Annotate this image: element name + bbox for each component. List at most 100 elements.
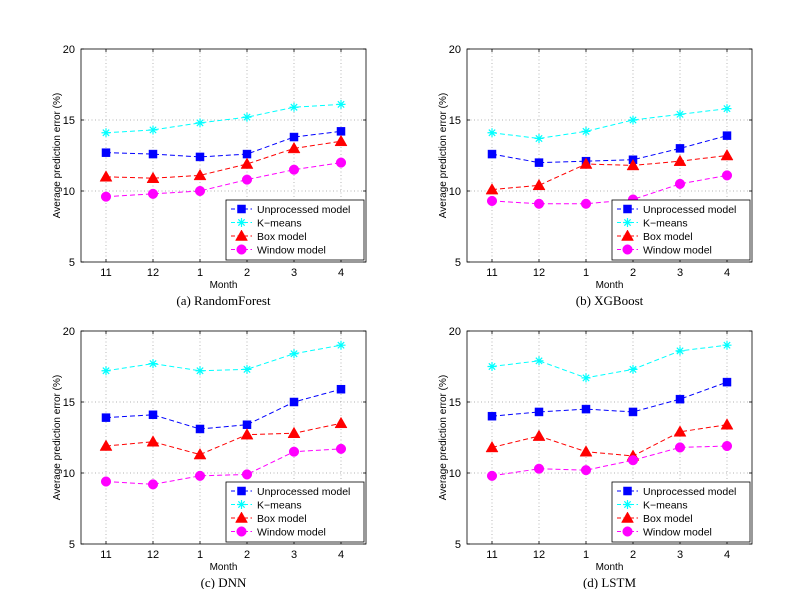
data-point	[101, 413, 111, 422]
data-point	[148, 149, 158, 159]
data-point	[195, 366, 205, 376]
data-point	[534, 407, 544, 417]
series-line	[491, 174, 728, 205]
legend-swatch-marker	[237, 486, 246, 496]
legend-entry: Window model	[257, 526, 326, 538]
x-tick-label: 2	[244, 267, 250, 279]
y-tick-label: 20	[449, 44, 461, 56]
y-tick-label: 15	[63, 397, 75, 409]
data-point	[289, 102, 299, 112]
data-point	[579, 445, 593, 457]
legend-swatch-marker	[622, 526, 633, 537]
data-point	[240, 428, 254, 440]
data-point	[674, 442, 686, 453]
data-point	[146, 171, 160, 183]
legend-entry: K−means	[643, 217, 688, 229]
data-point	[101, 366, 111, 376]
legend-swatch-marker	[236, 244, 247, 255]
x-tick-label: 1	[583, 549, 589, 561]
legend-entry: K−means	[257, 499, 302, 511]
data-point	[675, 109, 685, 119]
y-tick-label: 20	[449, 326, 461, 338]
series-line	[491, 424, 728, 457]
y-tick-label: 10	[449, 186, 461, 198]
data-point	[534, 158, 544, 167]
data-point	[487, 128, 497, 138]
data-point	[146, 435, 160, 447]
data-point	[194, 185, 206, 197]
y-tick-label: 5	[69, 539, 75, 551]
x-axis-label: Month	[210, 562, 238, 573]
legend-swatch-marker	[237, 204, 246, 214]
legend-swatch-marker	[237, 500, 246, 509]
x-tick-label: 3	[291, 267, 297, 279]
data-point	[242, 149, 252, 159]
y-axis-label: Average prediction error (%)	[52, 93, 63, 218]
legend-entry: Unprocessed model	[257, 204, 350, 216]
x-tick-label: 1	[197, 267, 203, 279]
legend-entry: Unprocessed model	[257, 486, 350, 498]
y-tick-label: 5	[69, 257, 75, 269]
data-point	[628, 407, 638, 417]
legend-entry: Window model	[257, 244, 326, 256]
series-line	[491, 108, 728, 139]
subfigure-caption: (d) LSTM	[583, 575, 637, 589]
data-point	[148, 359, 158, 369]
data-point	[628, 364, 638, 374]
data-point	[101, 148, 111, 157]
data-point	[485, 440, 499, 453]
data-point	[721, 440, 733, 452]
data-point	[193, 448, 207, 460]
data-point	[532, 178, 546, 191]
x-tick-label: 2	[630, 267, 636, 279]
y-tick-label: 5	[455, 539, 461, 551]
series-line	[105, 162, 342, 198]
x-tick-label: 3	[291, 549, 297, 561]
series-line	[491, 381, 728, 417]
x-tick-label: 12	[147, 549, 159, 561]
data-point	[147, 188, 159, 199]
x-tick-label: 12	[533, 549, 545, 561]
legend-swatch-marker	[623, 204, 632, 214]
legend-swatch-marker	[623, 500, 632, 509]
legend-swatch-marker	[623, 218, 632, 227]
data-point	[336, 340, 346, 350]
data-point	[675, 346, 685, 356]
data-point	[722, 340, 732, 350]
plot-frame	[466, 48, 753, 263]
legend-entry: Window model	[643, 526, 712, 538]
data-point	[581, 404, 591, 414]
data-point	[533, 198, 545, 209]
data-point	[720, 148, 734, 161]
legend-swatch-marker	[236, 526, 247, 537]
data-point	[335, 157, 347, 168]
series-line	[105, 448, 342, 485]
plot-frame	[466, 330, 753, 545]
data-point	[533, 463, 545, 474]
data-point	[627, 455, 639, 466]
data-point	[100, 476, 112, 487]
x-axis-label: Month	[210, 280, 238, 291]
data-point	[534, 356, 544, 366]
series-line	[491, 445, 728, 477]
x-tick-label: 12	[533, 267, 545, 279]
x-tick-label: 12	[147, 267, 159, 279]
y-tick-label: 10	[63, 468, 75, 480]
data-point	[720, 418, 734, 430]
legend-entry: Unprocessed model	[643, 204, 736, 216]
data-point	[195, 152, 205, 162]
legend-box	[611, 199, 751, 261]
data-point	[99, 170, 113, 182]
data-point	[287, 141, 301, 154]
x-tick-label: 1	[197, 549, 203, 561]
legend-swatch-marker	[623, 486, 632, 496]
x-tick-label: 11	[486, 267, 497, 279]
data-point	[241, 174, 253, 185]
legend-box	[225, 199, 365, 261]
legend-swatch-marker	[235, 511, 248, 523]
legend-swatch-marker	[621, 229, 634, 241]
